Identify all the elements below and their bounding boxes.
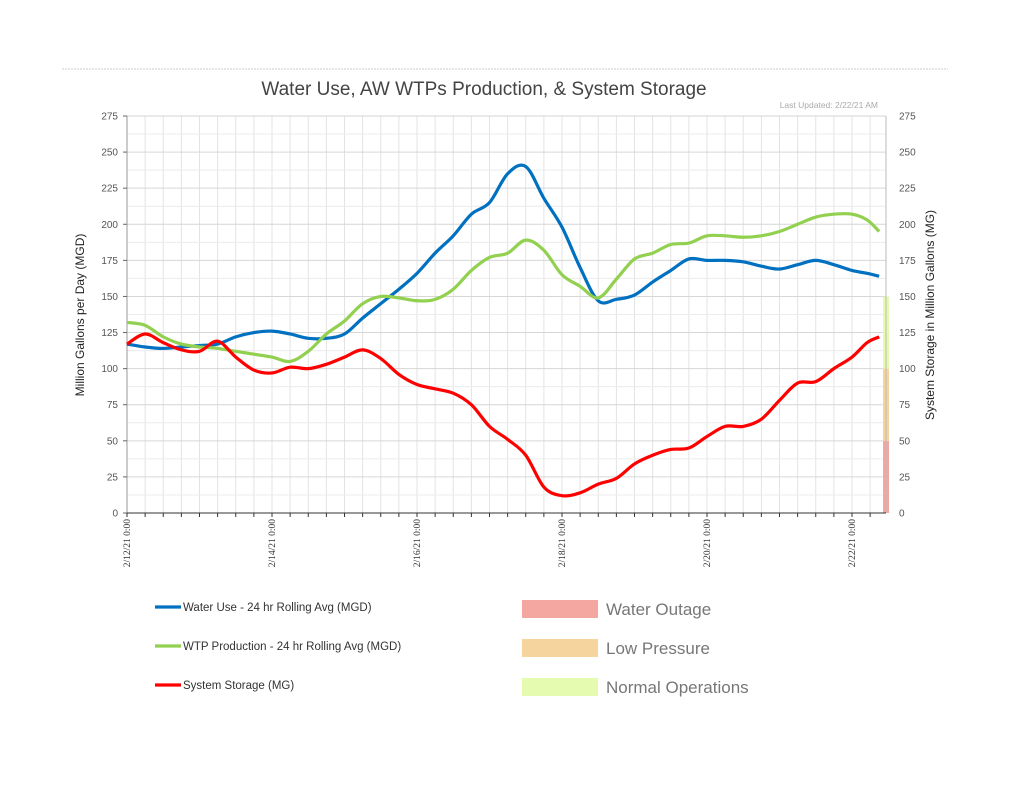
x-tick-label: 2/14/21 0:00 bbox=[268, 519, 278, 568]
series-line-1 bbox=[126, 212, 881, 364]
series-lines bbox=[126, 163, 881, 498]
y-tick-label: 275 bbox=[101, 112, 118, 123]
legend-label: Water Use - 24 hr Rolling Avg (MGD) bbox=[183, 602, 372, 614]
legend: Water Use - 24 hr Rolling Avg (MGD) WTP P… bbox=[155, 600, 749, 697]
chart-title: Water Use, AW WTPs Production, & System … bbox=[261, 79, 706, 100]
y-axis-label: Million Gallons per Day (MGD) bbox=[73, 234, 87, 397]
axes: 0 0 25 25 50 50 75 75 100 100 125 125 150 150 175 175 20… bbox=[101, 112, 916, 568]
y-tick-label: 225 bbox=[101, 184, 118, 195]
series-line-2 bbox=[126, 332, 880, 498]
y2-tick-label: 25 bbox=[899, 472, 911, 483]
y2-tick-label: 100 bbox=[899, 364, 916, 375]
y2-tick-label: 0 bbox=[899, 509, 905, 520]
x-tick-label: 2/16/21 0:00 bbox=[413, 519, 423, 568]
series-line-0 bbox=[126, 163, 880, 351]
last-updated: Last Updated: 2/22/21 AM bbox=[780, 100, 878, 110]
y2-tick-label: 150 bbox=[899, 292, 916, 303]
y2-tick-label: 200 bbox=[899, 220, 916, 231]
y-tick-label: 175 bbox=[101, 256, 118, 267]
x-tick-label: 2/22/21 0:00 bbox=[848, 519, 858, 568]
y2-tick-label: 225 bbox=[899, 184, 916, 195]
x-tick-label: 2/12/21 0:00 bbox=[123, 519, 133, 568]
x-tick-label: 2/18/21 0:00 bbox=[558, 519, 568, 568]
grid bbox=[126, 115, 886, 514]
y2-tick-label: 175 bbox=[899, 256, 916, 267]
x-tick-label: 2/20/21 0:00 bbox=[703, 519, 713, 568]
band-legend-label: Normal Operations bbox=[606, 678, 749, 697]
legend-label: System Storage (MG) bbox=[183, 680, 294, 692]
y-tick-label: 100 bbox=[101, 364, 118, 375]
band-legend-swatch bbox=[522, 600, 598, 618]
y-tick-label: 25 bbox=[107, 472, 119, 483]
band-legend-label: Water Outage bbox=[606, 600, 711, 619]
y-tick-label: 75 bbox=[107, 400, 119, 411]
y-tick-label: 150 bbox=[101, 292, 118, 303]
y-tick-label: 0 bbox=[112, 509, 118, 520]
y-tick-label: 200 bbox=[101, 220, 118, 231]
y2-tick-label: 50 bbox=[899, 436, 911, 447]
y2-tick-label: 75 bbox=[899, 400, 911, 411]
y-tick-label: 50 bbox=[107, 436, 119, 447]
y2-tick-label: 125 bbox=[899, 328, 916, 339]
band-legend-swatch bbox=[522, 678, 598, 696]
y2-tick-label: 275 bbox=[899, 112, 916, 123]
y-tick-label: 250 bbox=[101, 148, 118, 159]
y2-axis-label: System Storage in Million Gallons (MG) bbox=[923, 210, 937, 420]
band-legend-swatch bbox=[522, 639, 598, 657]
y2-tick-label: 250 bbox=[899, 148, 916, 159]
band-legend-label: Low Pressure bbox=[606, 639, 710, 658]
y-tick-label: 125 bbox=[101, 328, 118, 339]
legend-label: WTP Production - 24 hr Rolling Avg (MGD) bbox=[183, 641, 401, 653]
